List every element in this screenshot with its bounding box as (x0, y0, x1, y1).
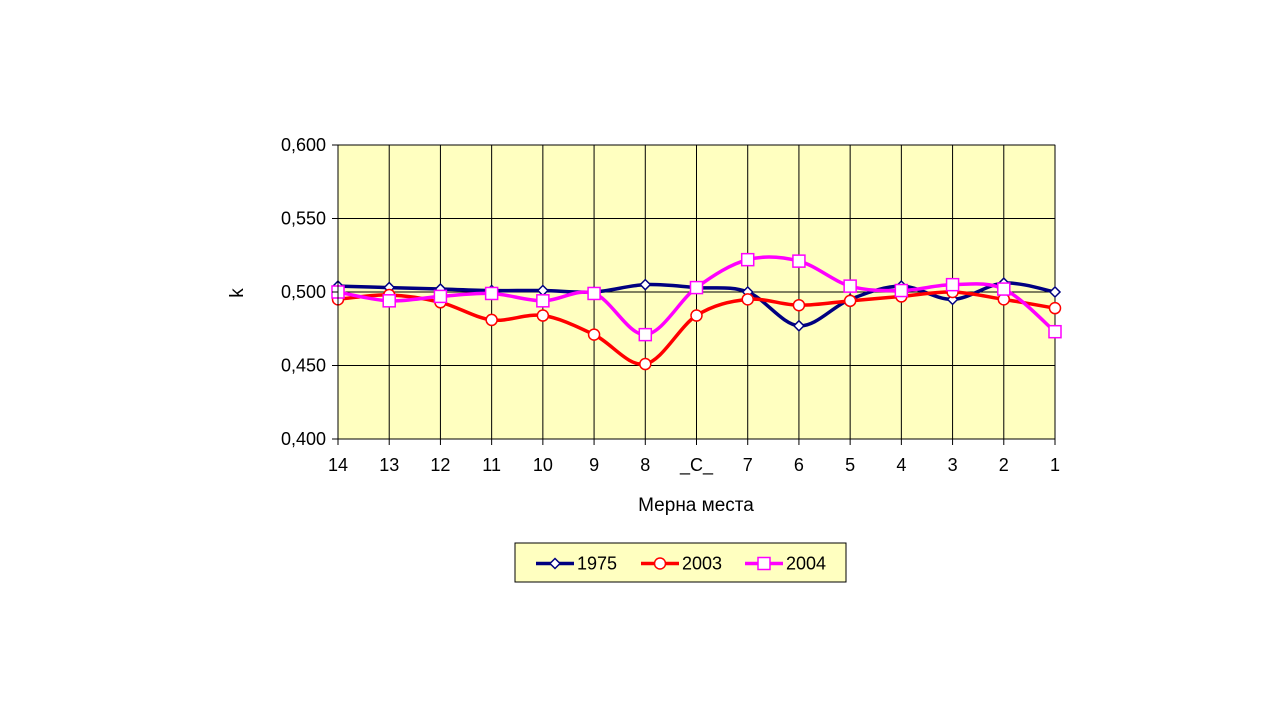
data-point-2004 (740, 252, 755, 267)
x-tick-label: 13 (379, 455, 399, 475)
data-point-2004 (587, 286, 601, 301)
legend-item-2003: 2003 (641, 554, 722, 574)
legend-swatch-marker (757, 556, 771, 571)
x-axis-title: Мерна места (638, 495, 754, 516)
legend-label: 2003 (682, 554, 722, 574)
x-tick-label: 8 (640, 455, 650, 475)
y-axis-title: k (227, 288, 248, 298)
data-point-2003 (741, 293, 754, 306)
data-point-2004 (945, 277, 960, 292)
data-point-2004 (843, 279, 857, 293)
x-tick-label: 14 (328, 455, 348, 475)
legend-swatch-marker (653, 557, 667, 570)
legend-item-2004: 2004 (745, 554, 826, 574)
x-tick-label: 4 (896, 455, 906, 475)
data-point-2004 (1048, 324, 1062, 339)
x-tick-label: 5 (845, 455, 855, 475)
legend-swatch-marker (548, 557, 562, 570)
series-2004 (331, 252, 1062, 342)
data-point-2004 (536, 294, 550, 308)
data-point-2004 (997, 282, 1011, 296)
x-tick-label: 12 (430, 455, 450, 475)
data-point-2003 (792, 298, 806, 312)
legend: 1975 2003 2004 (514, 542, 847, 583)
x-tick-label: 6 (794, 455, 804, 475)
data-point-2003 (690, 309, 703, 322)
data-point-2003 (485, 313, 498, 327)
legend-label: 2004 (786, 554, 826, 574)
data-point-2003 (587, 328, 601, 341)
y-tick-label: 0,450 (281, 356, 326, 376)
data-point-2003 (843, 294, 857, 308)
data-point-2004 (484, 286, 499, 301)
data-point-2003 (639, 357, 652, 371)
series-layer (331, 252, 1062, 371)
y-tick-label: 0,500 (281, 282, 326, 302)
legend-label: 1975 (577, 554, 617, 574)
x-tick-label: 3 (948, 455, 958, 475)
x-tick-label: 7 (743, 455, 753, 475)
data-point-2004 (689, 280, 704, 295)
x-tick-label: 9 (589, 455, 599, 475)
data-point-2004 (638, 327, 653, 342)
y-tick-label: 0,400 (281, 429, 326, 449)
x-tick-label: 1 (1050, 455, 1060, 475)
y-tick-label: 0,550 (281, 209, 326, 229)
data-point-2003 (1048, 301, 1062, 315)
data-point-1975 (792, 319, 805, 332)
data-point-2004 (894, 283, 909, 298)
legend-item-1975: 1975 (536, 554, 617, 574)
data-point-2004 (382, 294, 396, 308)
data-point-2004 (433, 289, 448, 304)
data-point-2003 (536, 309, 550, 322)
data-point-2004 (792, 254, 806, 268)
x-tick-label: 2 (999, 455, 1009, 475)
data-point-1975 (639, 278, 652, 291)
x-tick-label: 10 (533, 455, 553, 475)
x-tick-label: _C_ (679, 455, 714, 476)
data-point-1975 (1048, 285, 1062, 299)
y-tick-label: 0,600 (281, 135, 326, 155)
x-tick-label: 11 (482, 455, 501, 475)
